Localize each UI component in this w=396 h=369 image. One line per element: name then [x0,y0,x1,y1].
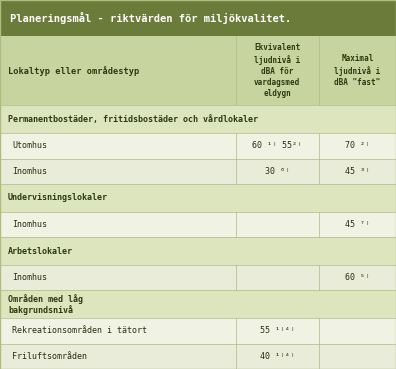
FancyBboxPatch shape [0,184,396,212]
Text: Rekreationsområden i tätort: Rekreationsområden i tätort [12,327,147,335]
FancyBboxPatch shape [0,159,396,184]
Text: Utomhus: Utomhus [12,141,47,151]
Text: 40 ¹⁾⁴⁾: 40 ¹⁾⁴⁾ [260,352,295,361]
Text: 60 ¹⁾ 55²⁾: 60 ¹⁾ 55²⁾ [252,141,302,151]
Text: Permanentbostäder, fritidsbostäder och vårdlokaler: Permanentbostäder, fritidsbostäder och v… [8,115,258,124]
FancyBboxPatch shape [0,290,396,318]
Text: Områden med låg
bakgrundsnivå: Områden med låg bakgrundsnivå [8,294,83,315]
Text: Inomhus: Inomhus [12,220,47,229]
Text: 45 ⁷⁾: 45 ⁷⁾ [345,220,370,229]
FancyBboxPatch shape [0,212,396,237]
Text: Friluftsområden: Friluftsområden [12,352,87,361]
FancyBboxPatch shape [0,237,396,265]
FancyBboxPatch shape [0,106,396,133]
Text: Inomhus: Inomhus [12,167,47,176]
FancyBboxPatch shape [0,344,396,369]
FancyBboxPatch shape [0,318,396,344]
Text: 45 ³⁾: 45 ³⁾ [345,167,370,176]
Text: Lokaltyp eller områdestyp: Lokaltyp eller områdestyp [8,66,139,76]
Text: Ekvivalent
ljudnivå i
dBA för
vardagsmed
eldygn: Ekvivalent ljudnivå i dBA för vardagsmed… [254,44,300,98]
Text: Planeringsmål - riktvärden för miljökvalitet.: Planeringsmål - riktvärden för miljökval… [10,12,291,24]
Text: 60 ⁵⁾: 60 ⁵⁾ [345,273,370,282]
FancyBboxPatch shape [0,36,396,106]
Text: Inomhus: Inomhus [12,273,47,282]
FancyBboxPatch shape [0,265,396,290]
FancyBboxPatch shape [0,133,396,159]
FancyBboxPatch shape [0,0,396,36]
Text: 70 ²⁾: 70 ²⁾ [345,141,370,151]
Text: 55 ¹⁾⁴⁾: 55 ¹⁾⁴⁾ [260,327,295,335]
Text: 30 ⁶⁾: 30 ⁶⁾ [265,167,290,176]
Text: Undervisningslokaler: Undervisningslokaler [8,193,108,203]
Text: Maximal
ljudnivå i
dBA "fast": Maximal ljudnivå i dBA "fast" [334,55,381,87]
Text: Arbetslokaler: Arbetslokaler [8,246,73,256]
